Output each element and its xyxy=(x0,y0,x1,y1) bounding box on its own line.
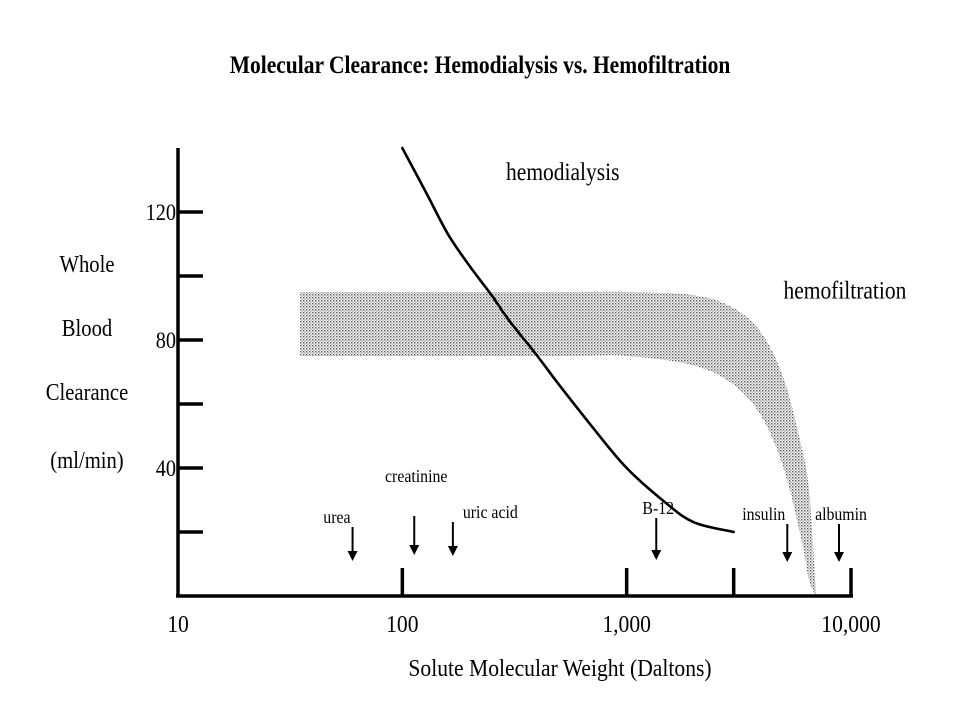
y-tick-label: 120 xyxy=(146,200,176,225)
marker-arrowhead-b-12 xyxy=(651,550,662,560)
marker-arrowhead-albumin xyxy=(834,552,844,562)
marker-arrowhead-insulin xyxy=(782,552,793,562)
y-axis-label-line-3: Clearance xyxy=(45,380,129,406)
y-axis-label-line-2: Blood xyxy=(61,316,113,342)
marker-label-insulin: insulin xyxy=(742,504,786,524)
marker-label-urea: urea xyxy=(323,507,351,527)
marker-arrowhead-urea xyxy=(347,551,358,561)
x-tick-label: 100 xyxy=(386,611,418,637)
annotation-hemofiltration: hemofiltration xyxy=(783,277,906,305)
hemofiltration-band xyxy=(300,291,817,596)
x-tick-label: 10,000 xyxy=(821,611,880,637)
y-tick-label: 40 xyxy=(156,456,176,481)
y-axis-label-line-1: Whole xyxy=(59,252,115,278)
hemodialysis-line xyxy=(401,146,735,534)
marker-label-albumin: albumin xyxy=(815,504,867,524)
annotation-hemodialysis: hemodialysis xyxy=(506,159,619,187)
marker-label-uric-acid: uric acid xyxy=(463,502,518,522)
x-tick-label: 1,000 xyxy=(602,611,651,637)
x-axis-label: Solute Molecular Weight (Daltons) xyxy=(408,656,712,682)
marker-label-b-12: B-12 xyxy=(642,498,674,518)
marker-arrowhead-creatinine xyxy=(409,545,420,555)
chart-title: Molecular Clearance: Hemodialysis vs. He… xyxy=(229,52,731,79)
y-tick-label: 80 xyxy=(156,328,176,353)
x-tick-label: 10 xyxy=(167,611,189,637)
y-axis-label-line-4: (ml/min) xyxy=(50,448,124,474)
marker-label-creatinine: creatinine xyxy=(385,466,447,486)
marker-arrowhead-uric-acid xyxy=(447,546,458,556)
